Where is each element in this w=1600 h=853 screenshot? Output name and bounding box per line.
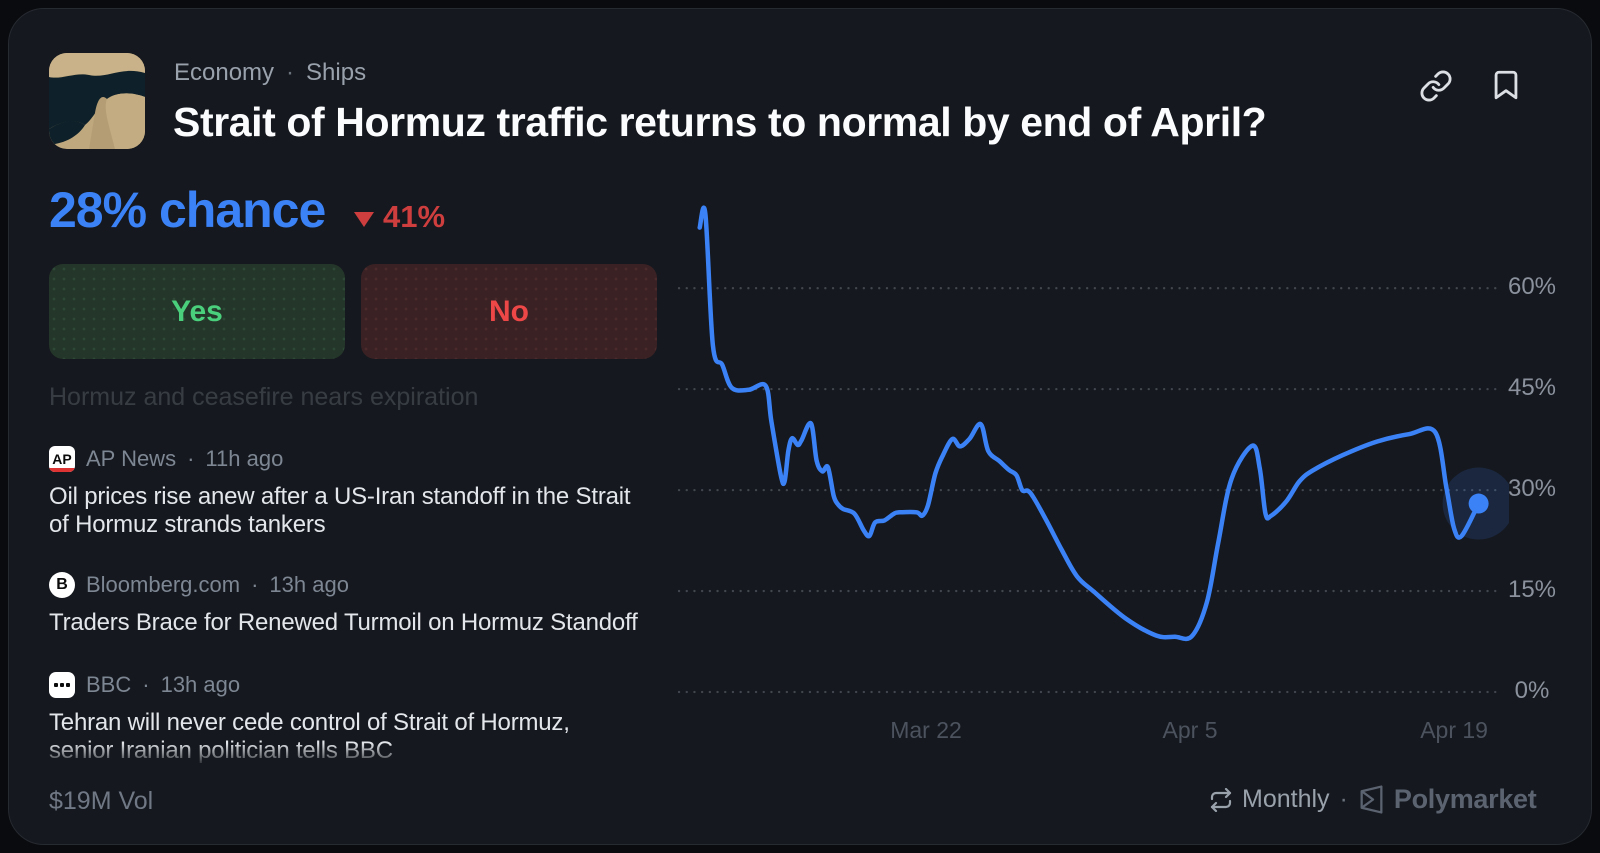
market-card: Economy · Ships Strait of Hormuz traffic…	[8, 8, 1592, 845]
x-axis-tick-label: Mar 22	[890, 717, 962, 743]
frequency-label: Monthly	[1242, 785, 1330, 813]
breadcrumb-tags: Economy · Ships	[174, 59, 366, 87]
y-axis-tick-label: 45%	[1507, 374, 1557, 402]
news-time: 13h ago	[269, 572, 349, 597]
news-headline: Traders Brace for Renewed Turmoil on Hor…	[49, 609, 638, 636]
news-meta-separator: ·	[251, 572, 259, 597]
link-icon	[1420, 70, 1452, 102]
y-axis-tick-label: 30%	[1507, 475, 1557, 503]
frequency-toggle[interactable]: Monthly	[1209, 785, 1330, 814]
current-point-dot	[1468, 493, 1489, 514]
chart-canvas	[677, 205, 1515, 694]
copy-link-button[interactable]	[1419, 69, 1453, 108]
tag-separator: ·	[286, 59, 295, 86]
footer-right-cluster: Monthly · Polymarket	[1209, 784, 1539, 815]
chart-gridlines	[677, 287, 1499, 694]
tag-ships[interactable]: Ships	[306, 59, 367, 86]
news-source: Bloomberg.com	[86, 572, 241, 597]
market-thumbnail[interactable]	[49, 53, 145, 149]
news-time: 11h ago	[205, 446, 284, 471]
bloomberg-logo-icon: B	[49, 572, 75, 598]
price-change: 41%	[354, 199, 445, 235]
y-axis-tick-label: 0%	[1514, 677, 1550, 704]
volume-label: $19M Vol	[49, 787, 154, 815]
polymarket-brand-link[interactable]: Polymarket	[1358, 784, 1537, 815]
strait-of-hormuz-satellite-image	[49, 53, 145, 149]
news-list: AP AP News · 11h ago Oil prices rise ane…	[49, 439, 654, 765]
tag-economy[interactable]: Economy	[174, 59, 275, 86]
footer-separator: ·	[1339, 785, 1348, 813]
x-axis-tick-label: Apr 5	[1162, 717, 1218, 743]
news-source-row: AP AP News · 11h ago	[49, 446, 654, 472]
market-title[interactable]: Strait of Hormuz traffic returns to norm…	[173, 99, 1267, 145]
bookmark-button[interactable]	[1489, 68, 1523, 107]
news-item-ap[interactable]: AP AP News · 11h ago Oil prices rise ane…	[49, 446, 654, 539]
news-headline: Oil prices rise anew after a US-Iran sta…	[49, 483, 631, 538]
repeat-icon	[1210, 787, 1232, 812]
news-source: AP News	[86, 446, 177, 471]
x-axis-tick-label: Apr 19	[1420, 717, 1488, 743]
bookmark-icon	[1494, 70, 1518, 100]
news-meta-separator: ·	[142, 672, 150, 697]
chance-value: 28% chance	[49, 182, 326, 238]
bbc-logo-icon	[49, 672, 75, 698]
news-source-row: B Bloomberg.com · 13h ago	[49, 572, 654, 598]
y-axis-tick-label: 60%	[1507, 273, 1557, 301]
polymarket-logo-icon	[1360, 785, 1383, 814]
buy-yes-button[interactable]: Yes	[49, 264, 345, 359]
price-change-value: 41%	[383, 199, 446, 234]
price-line	[697, 205, 1481, 642]
news-item-bbc[interactable]: BBC · 13h ago Tehran will never cede con…	[49, 672, 654, 765]
news-headline: Tehran will never cede control of Strait…	[49, 709, 570, 764]
polymarket-brand-name: Polymarket	[1393, 784, 1537, 814]
buy-no-button[interactable]: No	[361, 264, 657, 359]
news-source: BBC	[86, 672, 132, 697]
ap-news-logo-icon: AP	[49, 446, 75, 472]
news-source-row: BBC · 13h ago	[49, 672, 654, 698]
news-meta-separator: ·	[187, 446, 195, 471]
probability-chart[interactable]	[664, 194, 1515, 724]
arrow-down-icon	[354, 211, 374, 227]
news-time: 13h ago	[160, 672, 241, 697]
news-item-bloomberg[interactable]: B Bloomberg.com · 13h ago Traders Brace …	[49, 572, 654, 637]
clipped-headline-text: Hormuz and ceasefire nears expiration	[49, 383, 479, 411]
y-axis-tick-label: 15%	[1507, 576, 1557, 604]
